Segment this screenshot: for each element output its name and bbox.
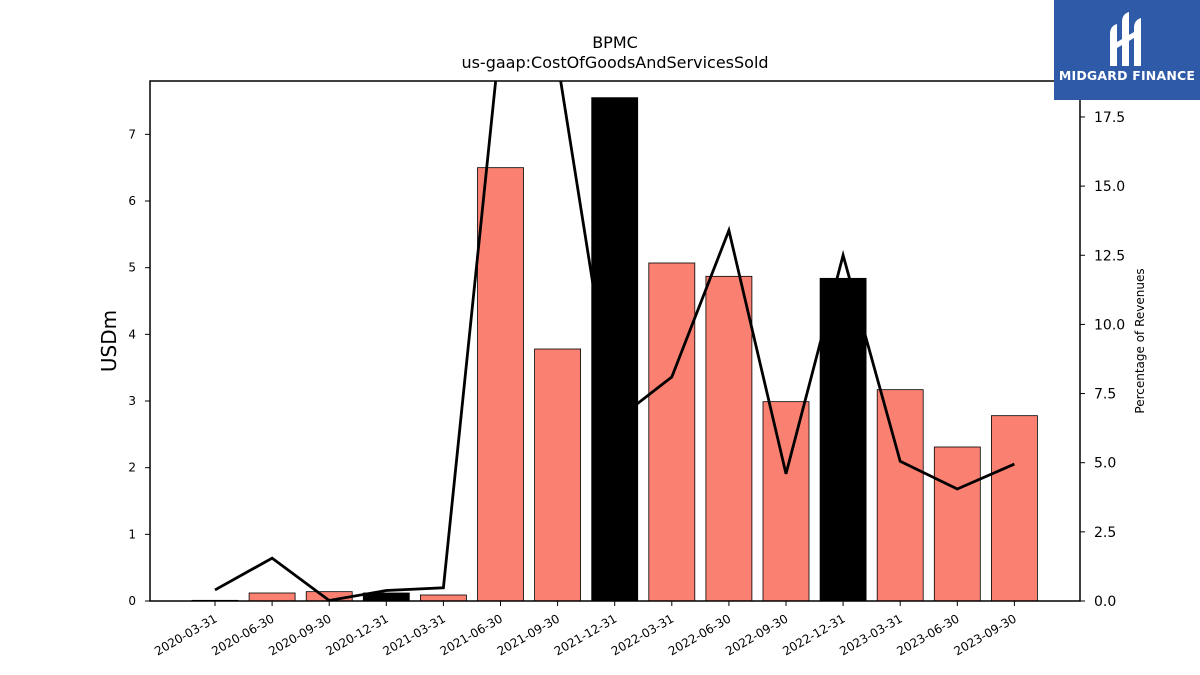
x-tick-label: 2021-03-31: [380, 611, 447, 658]
bar: [933, 446, 981, 601]
x-tick-label: 2022-12-31: [780, 611, 847, 658]
x-tick-label: 2021-09-30: [495, 611, 562, 658]
y-tick-label: 7: [128, 127, 136, 141]
brand-name: MIDGARD FINANCE: [1058, 68, 1196, 83]
y-axis-right: 0.0 2.5 5.0 7.5 10.0 12.5 15.0 17.5: [1080, 110, 1125, 610]
bar: [591, 97, 639, 601]
bar: [534, 348, 581, 601]
y2-tick-label: 12.5: [1094, 248, 1125, 264]
y2-tick-label: 0.0: [1094, 594, 1116, 610]
bar: [876, 389, 924, 601]
y2-tick-label: 17.5: [1094, 110, 1125, 126]
brand-badge: MIDGARD FINANCE: [1054, 0, 1200, 100]
y-axis-label: USDm: [97, 310, 121, 372]
bar: [819, 277, 867, 601]
y2-axis-label: Percentage of Revenues: [1133, 268, 1147, 413]
y-tick-label: 4: [128, 327, 136, 341]
x-tick-label: 2020-09-30: [266, 611, 333, 658]
x-tick-label: 2021-12-31: [552, 611, 619, 658]
y-axis-left: 0 1 2 3 4 5 6 7: [128, 127, 150, 608]
midgard-logo-icon: [1110, 12, 1141, 66]
bar: [477, 167, 524, 601]
bar: [362, 592, 410, 601]
bar: [648, 262, 696, 601]
x-tick-label: 2020-06-30: [209, 611, 276, 658]
x-tick-label: 2022-09-30: [723, 611, 790, 658]
chart-title: BPMC: [592, 33, 638, 52]
y-tick-label: 0: [128, 594, 136, 608]
x-tick-label: 2023-06-30: [894, 611, 961, 658]
y2-tick-label: 2.5: [1094, 525, 1116, 541]
x-tick-label: 2022-06-30: [666, 611, 733, 658]
bar: [705, 275, 753, 601]
bar: [991, 415, 1038, 601]
y2-tick-label: 10.0: [1094, 317, 1125, 333]
chart-subtitle: us-gaap:CostOfGoodsAndServicesSold: [461, 53, 768, 72]
y-tick-label: 5: [128, 261, 136, 275]
line-series: [214, 81, 1015, 601]
bar: [762, 401, 810, 601]
x-tick-label: 2022-03-31: [609, 611, 676, 658]
bar: [248, 592, 296, 601]
bar-series: [191, 97, 1038, 601]
x-tick-label: 2023-09-30: [951, 611, 1018, 658]
y-tick-label: 2: [128, 461, 136, 475]
x-tick-label: 2020-03-31: [152, 611, 219, 658]
percentage-line: [214, 81, 1015, 601]
x-tick-label: 2023-03-31: [837, 611, 904, 658]
x-tick-label: 2021-06-30: [438, 611, 505, 658]
y-tick-label: 3: [128, 394, 136, 408]
y-tick-label: 1: [128, 527, 136, 541]
y2-tick-label: 5.0: [1094, 456, 1116, 472]
bar: [419, 594, 467, 601]
x-tick-label: 2020-12-31: [323, 611, 390, 658]
y-tick-label: 6: [128, 194, 136, 208]
x-axis: 2020-03-312020-06-302020-09-302020-12-31…: [152, 601, 1019, 658]
y2-tick-label: 7.5: [1094, 387, 1116, 403]
y2-tick-label: 15.0: [1094, 179, 1125, 195]
